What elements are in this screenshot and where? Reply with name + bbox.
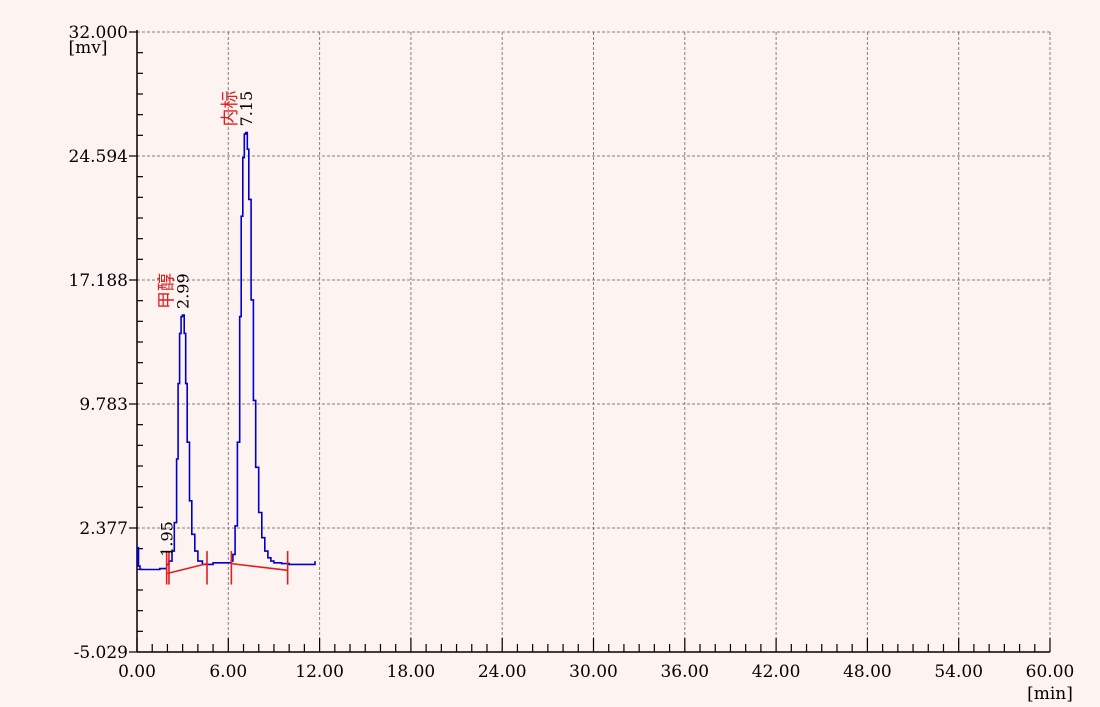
x-tick-label: 6.00 bbox=[209, 662, 247, 682]
x-tick-label: 54.00 bbox=[934, 662, 983, 682]
y-tick-label: 32.000 bbox=[69, 23, 128, 43]
x-tick-label: 12.00 bbox=[295, 662, 344, 682]
y-tick-label: 2.377 bbox=[79, 519, 128, 539]
integration-baseline bbox=[166, 562, 208, 575]
x-tick-label: 60.00 bbox=[1026, 662, 1075, 682]
y-tick-label: 24.594 bbox=[69, 147, 128, 167]
y-tick-label: 9.783 bbox=[79, 395, 128, 415]
integration-baseline bbox=[231, 562, 288, 572]
x-tick-label: 42.00 bbox=[752, 662, 801, 682]
peak-name-label: 内标 bbox=[220, 90, 241, 126]
peak-name-label: 甲醇 bbox=[156, 273, 177, 309]
x-axis-unit: [min] bbox=[1027, 684, 1073, 704]
x-tick-label: 18.00 bbox=[387, 662, 436, 682]
y-axis-unit: [mv] bbox=[69, 38, 108, 58]
x-tick-label: 30.00 bbox=[569, 662, 618, 682]
y-tick-label: 17.188 bbox=[69, 271, 128, 291]
x-tick-label: 0.00 bbox=[118, 662, 156, 682]
peak-retention-time: 1.95 bbox=[158, 521, 177, 557]
x-tick-label: 48.00 bbox=[843, 662, 892, 682]
peak-retention-time: 2.99 bbox=[173, 273, 192, 309]
signal-trace bbox=[137, 131, 316, 571]
y-tick-label: -5.029 bbox=[74, 643, 128, 663]
peak-retention-time: 7.15 bbox=[237, 91, 256, 127]
x-tick-label: 36.00 bbox=[660, 662, 709, 682]
x-tick-label: 24.00 bbox=[478, 662, 527, 682]
